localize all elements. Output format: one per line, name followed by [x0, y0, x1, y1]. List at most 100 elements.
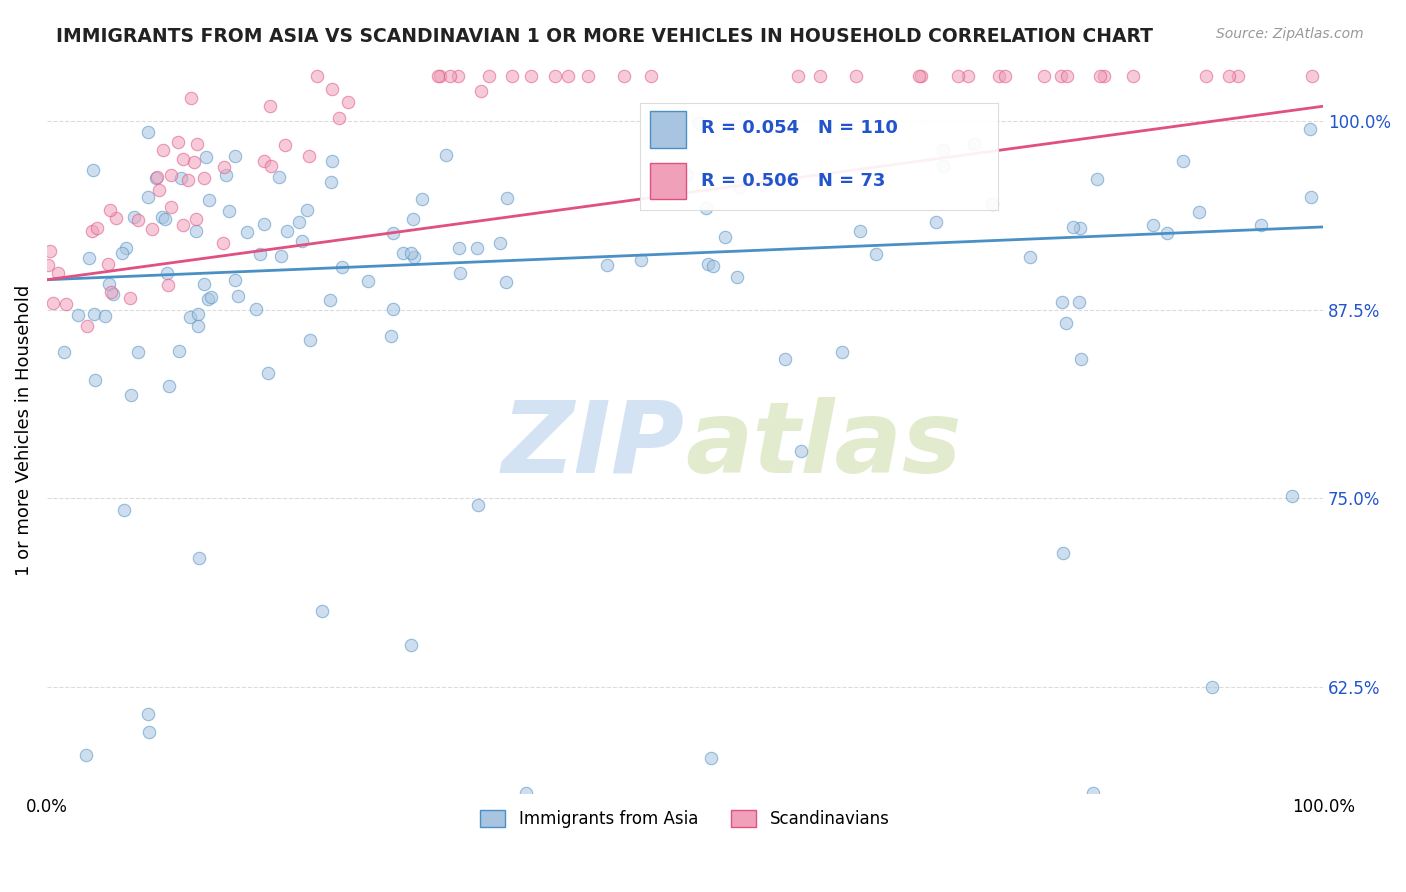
Point	[37, 258, 59, 272]
Point	[470, 84, 492, 98]
Point	[122, 210, 145, 224]
Point	[136, 190, 159, 204]
Point	[287, 215, 309, 229]
Point	[235, 225, 257, 239]
Text: Source: ZipAtlas.com: Source: ZipAtlas.com	[1216, 27, 1364, 41]
Point	[112, 502, 135, 516]
Point	[253, 153, 276, 168]
Point	[1049, 69, 1071, 83]
Point	[488, 236, 510, 251]
Point	[257, 367, 280, 381]
Point	[111, 246, 134, 260]
Point	[1018, 250, 1040, 264]
Point	[172, 152, 194, 166]
Point	[291, 234, 314, 248]
Point	[450, 265, 472, 279]
Point	[166, 135, 188, 149]
Point	[515, 786, 537, 800]
Point	[1122, 69, 1144, 83]
Point	[1085, 172, 1108, 186]
Point	[105, 211, 128, 225]
Point	[543, 69, 565, 83]
Point	[136, 706, 159, 721]
Point	[1050, 295, 1073, 310]
Point	[596, 258, 619, 272]
Point	[100, 285, 122, 299]
Y-axis label: 1 or more Vehicles in Household: 1 or more Vehicles in Household	[15, 285, 32, 576]
Point	[141, 222, 163, 236]
Point	[159, 200, 181, 214]
Point	[186, 137, 208, 152]
Text: atlas: atlas	[685, 397, 962, 493]
Point	[321, 81, 343, 95]
Point	[962, 136, 984, 151]
Point	[156, 266, 179, 280]
Point	[1188, 204, 1211, 219]
Point	[810, 69, 832, 83]
Point	[1069, 221, 1091, 235]
Point	[297, 149, 319, 163]
Point	[118, 291, 141, 305]
Point	[46, 267, 69, 281]
Point	[198, 193, 221, 207]
Text: IMMIGRANTS FROM ASIA VS SCANDINAVIAN 1 OR MORE VEHICLES IN HOUSEHOLD CORRELATION: IMMIGRANTS FROM ASIA VS SCANDINAVIAN 1 O…	[56, 27, 1153, 45]
Point	[183, 155, 205, 169]
Point	[392, 246, 415, 260]
Point	[381, 226, 404, 240]
Point	[160, 168, 183, 182]
Point	[212, 236, 235, 251]
Point	[177, 173, 200, 187]
Point	[76, 318, 98, 333]
Point	[907, 69, 929, 83]
Point	[97, 277, 120, 291]
Point	[773, 351, 796, 366]
Point	[728, 180, 751, 194]
Text: ZIP: ZIP	[502, 397, 685, 493]
Point	[357, 274, 380, 288]
Point	[83, 307, 105, 321]
Point	[120, 388, 142, 402]
Point	[981, 196, 1004, 211]
Point	[328, 111, 350, 125]
Point	[831, 345, 853, 359]
Point	[932, 159, 955, 173]
Point	[427, 69, 450, 83]
Point	[676, 168, 699, 182]
Point	[194, 150, 217, 164]
Point	[1070, 352, 1092, 367]
Point	[613, 69, 636, 83]
Point	[845, 69, 868, 83]
Point	[94, 310, 117, 324]
Point	[725, 269, 748, 284]
Point	[172, 218, 194, 232]
Point	[689, 116, 711, 130]
Point	[245, 302, 267, 317]
Point	[319, 293, 342, 307]
Point	[86, 220, 108, 235]
Point	[167, 344, 190, 359]
Point	[187, 550, 209, 565]
Point	[402, 251, 425, 265]
Point	[640, 69, 662, 83]
Point	[1067, 295, 1090, 310]
Point	[193, 170, 215, 185]
Point	[184, 224, 207, 238]
Point	[97, 257, 120, 271]
Point	[1301, 69, 1323, 83]
Point	[193, 277, 215, 291]
Point	[380, 329, 402, 343]
Point	[179, 310, 201, 325]
Point	[557, 69, 579, 83]
Text: R = 0.506   N = 73: R = 0.506 N = 73	[700, 172, 884, 190]
Point	[1092, 69, 1115, 83]
Point	[127, 212, 149, 227]
Bar	[651, 162, 686, 199]
Point	[1156, 226, 1178, 240]
Point	[138, 725, 160, 739]
Point	[447, 69, 470, 83]
Point	[1281, 489, 1303, 503]
Point	[224, 273, 246, 287]
Point	[276, 224, 298, 238]
Point	[180, 91, 202, 105]
Point	[467, 498, 489, 512]
